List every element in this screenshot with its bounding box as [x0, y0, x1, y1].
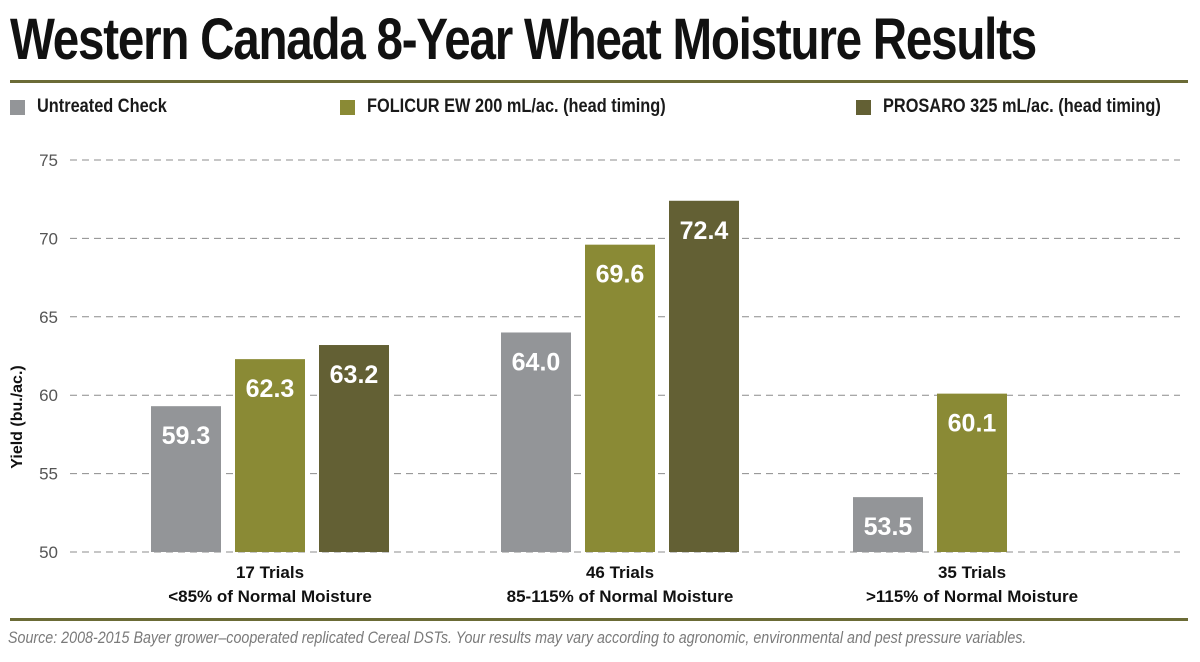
y-tick-label: 75 [39, 151, 58, 170]
category-label: 17 Trials [236, 563, 304, 582]
category-label: 85-115% of Normal Moisture [507, 587, 734, 606]
bars [151, 200, 1007, 552]
bar [501, 332, 571, 552]
y-tick-label: 70 [39, 229, 58, 248]
category-label: >115% of Normal Moisture [866, 587, 1078, 606]
legend-item-folicur: FOLICUR EW 200 mL/ac. (head timing) [340, 92, 714, 122]
y-tick-label: 60 [39, 386, 58, 405]
legend: Untreated Check FOLICUR EW 200 mL/ac. (h… [10, 92, 1190, 122]
legend-swatch-prosaro [856, 99, 871, 115]
data-label: 72.4 [680, 217, 729, 245]
data-label: 62.3 [246, 375, 295, 403]
legend-label-untreated-check: Untreated Check [37, 96, 167, 117]
category-label: 35 Trials [938, 563, 1006, 582]
legend-label-folicur: FOLICUR EW 200 mL/ac. (head timing) [367, 96, 666, 117]
y-axis-label: Yield (bu./ac.) [9, 365, 26, 468]
data-label: 60.1 [948, 410, 997, 438]
y-axis-ticks: 50 55 60 65 70 75 [39, 151, 58, 562]
y-tick-label: 65 [39, 308, 58, 327]
y-tick-label: 50 [39, 543, 58, 562]
legend-item-untreated-check: Untreated Check [10, 92, 188, 122]
top-rule [10, 80, 1188, 83]
bar [319, 345, 389, 552]
legend-swatch-untreated-check [10, 99, 25, 115]
y-tick-label: 55 [39, 465, 58, 484]
category-label: 46 Trials [586, 563, 654, 582]
data-label: 63.2 [330, 361, 379, 389]
data-label: 64.0 [512, 348, 561, 376]
category-labels: 17 Trials <85% of Normal Moisture 46 Trial… [168, 563, 1078, 606]
legend-item-prosaro: PROSARO 325 mL/ac. (head timing) [856, 92, 1200, 122]
data-label: 59.3 [162, 422, 211, 450]
category-label: <85% of Normal Moisture [168, 587, 372, 606]
bar [669, 200, 739, 552]
bar [937, 393, 1007, 552]
data-label: 69.6 [596, 261, 645, 289]
data-labels: 59.3 62.3 63.2 64.0 69.6 72.4 53.5 60.1 [162, 217, 997, 541]
bar [151, 406, 221, 552]
chart-title: Western Canada 8-Year Wheat Moisture Res… [10, 7, 1037, 72]
bar [235, 359, 305, 552]
bar-chart: 50 55 60 65 70 75 Yield (bu./ac.) 59.3 62.3 63.… [9, 151, 1180, 606]
legend-label-prosaro: PROSARO 325 mL/ac. (head timing) [883, 96, 1161, 117]
bar [585, 244, 655, 552]
bar [853, 497, 923, 552]
bottom-rule [10, 618, 1188, 621]
data-label: 53.5 [864, 513, 913, 541]
source-note: Source: 2008-2015 Bayer grower–cooperate… [8, 628, 1027, 647]
legend-swatch-folicur [340, 99, 355, 115]
